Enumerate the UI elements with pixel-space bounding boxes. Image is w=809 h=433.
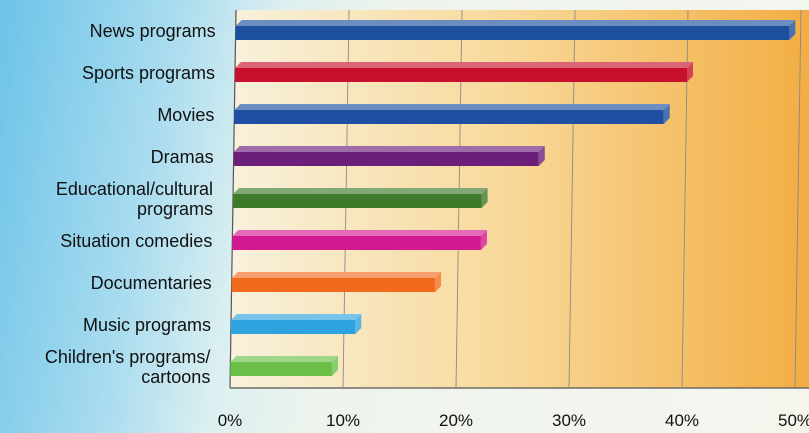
bar xyxy=(233,146,545,166)
category-label: Documentaries xyxy=(91,273,212,293)
bar-front xyxy=(230,362,333,376)
bar-top xyxy=(233,146,545,152)
bar-top xyxy=(232,230,487,236)
category-label: News programs xyxy=(90,21,216,41)
bar-front xyxy=(233,194,482,208)
category-label: programs xyxy=(137,199,213,219)
x-tick-label: 0% xyxy=(218,411,243,430)
bar xyxy=(232,230,487,250)
category-label: Children's programs/ xyxy=(45,347,211,367)
category-label: Sports programs xyxy=(82,63,215,83)
category-label: Educational/cultural xyxy=(56,179,213,199)
bars xyxy=(230,20,796,376)
x-tick-label: 40% xyxy=(665,411,699,430)
bar-top xyxy=(235,20,796,26)
bar-top xyxy=(233,188,488,194)
bar-top xyxy=(231,272,442,278)
bar-end xyxy=(687,62,693,82)
bar-front xyxy=(231,278,436,292)
bar xyxy=(234,104,670,124)
bar-top xyxy=(231,314,362,320)
bar xyxy=(231,314,362,334)
bar xyxy=(235,20,796,40)
bar-end xyxy=(480,230,487,250)
bar-end xyxy=(481,188,488,208)
x-tick-label: 30% xyxy=(552,411,586,430)
gridline xyxy=(794,9,802,389)
x-tick-labels: 0% 10% 20% 30% 40% 50% xyxy=(218,411,809,430)
bar-front xyxy=(235,68,687,82)
bar-top xyxy=(230,356,339,362)
category-label: Music programs xyxy=(83,315,211,335)
bar-top xyxy=(234,104,670,110)
bar-end xyxy=(332,356,339,376)
category-label: Situation comedies xyxy=(60,231,212,251)
category-label: cartoons xyxy=(141,367,210,387)
x-tick-label: 50% xyxy=(778,411,809,430)
bar-end xyxy=(789,20,796,40)
bar-front xyxy=(235,26,790,40)
bar-end xyxy=(538,146,545,166)
x-tick-label: 20% xyxy=(439,411,473,430)
bar-front xyxy=(232,236,481,250)
category-label: Dramas xyxy=(151,147,214,167)
bar xyxy=(235,62,693,82)
bar xyxy=(230,356,339,376)
bar-front xyxy=(233,152,539,166)
category-labels: News programs Sports programs Movies Dramas… xyxy=(45,21,216,387)
bar-front xyxy=(231,320,356,334)
bar xyxy=(233,188,488,208)
bar-top xyxy=(235,62,693,68)
bar-end xyxy=(435,272,442,292)
category-label: Movies xyxy=(157,105,214,125)
bar xyxy=(231,272,442,292)
bar-end xyxy=(663,104,670,124)
bar-front xyxy=(234,110,664,124)
x-tick-label: 10% xyxy=(326,411,360,430)
bar-end xyxy=(355,314,362,334)
